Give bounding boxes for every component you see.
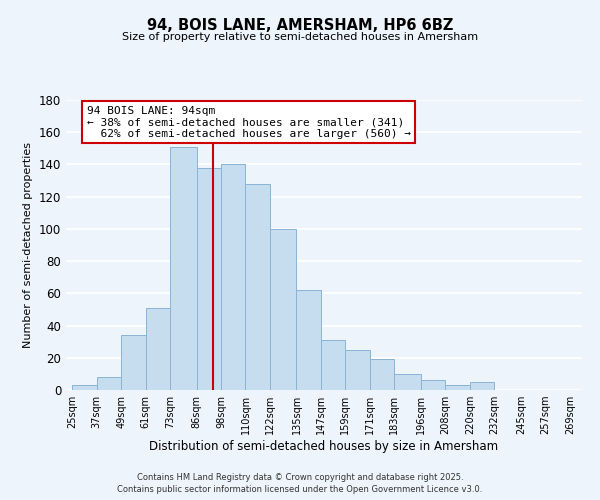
- Bar: [321, 340, 346, 390]
- Bar: [197, 168, 221, 390]
- Text: 94 BOIS LANE: 94sqm
← 38% of semi-detached houses are smaller (341)
  62% of sem: 94 BOIS LANE: 94sqm ← 38% of semi-detach…: [86, 106, 410, 139]
- Text: Size of property relative to semi-detached houses in Amersham: Size of property relative to semi-detach…: [122, 32, 478, 42]
- Bar: [346, 350, 370, 390]
- Bar: [146, 308, 170, 390]
- Bar: [270, 229, 296, 390]
- Bar: [121, 335, 146, 390]
- Y-axis label: Number of semi-detached properties: Number of semi-detached properties: [23, 142, 33, 348]
- Text: Contains HM Land Registry data © Crown copyright and database right 2025.: Contains HM Land Registry data © Crown c…: [137, 472, 463, 482]
- Text: 94, BOIS LANE, AMERSHAM, HP6 6BZ: 94, BOIS LANE, AMERSHAM, HP6 6BZ: [147, 18, 453, 32]
- Bar: [470, 382, 494, 390]
- Bar: [445, 385, 470, 390]
- Bar: [245, 184, 270, 390]
- Bar: [97, 377, 121, 390]
- Bar: [421, 380, 445, 390]
- Bar: [170, 146, 197, 390]
- Bar: [394, 374, 421, 390]
- Bar: [296, 290, 321, 390]
- Bar: [72, 385, 97, 390]
- Bar: [221, 164, 245, 390]
- Text: Contains public sector information licensed under the Open Government Licence v3: Contains public sector information licen…: [118, 485, 482, 494]
- Bar: [370, 360, 394, 390]
- X-axis label: Distribution of semi-detached houses by size in Amersham: Distribution of semi-detached houses by …: [149, 440, 499, 453]
